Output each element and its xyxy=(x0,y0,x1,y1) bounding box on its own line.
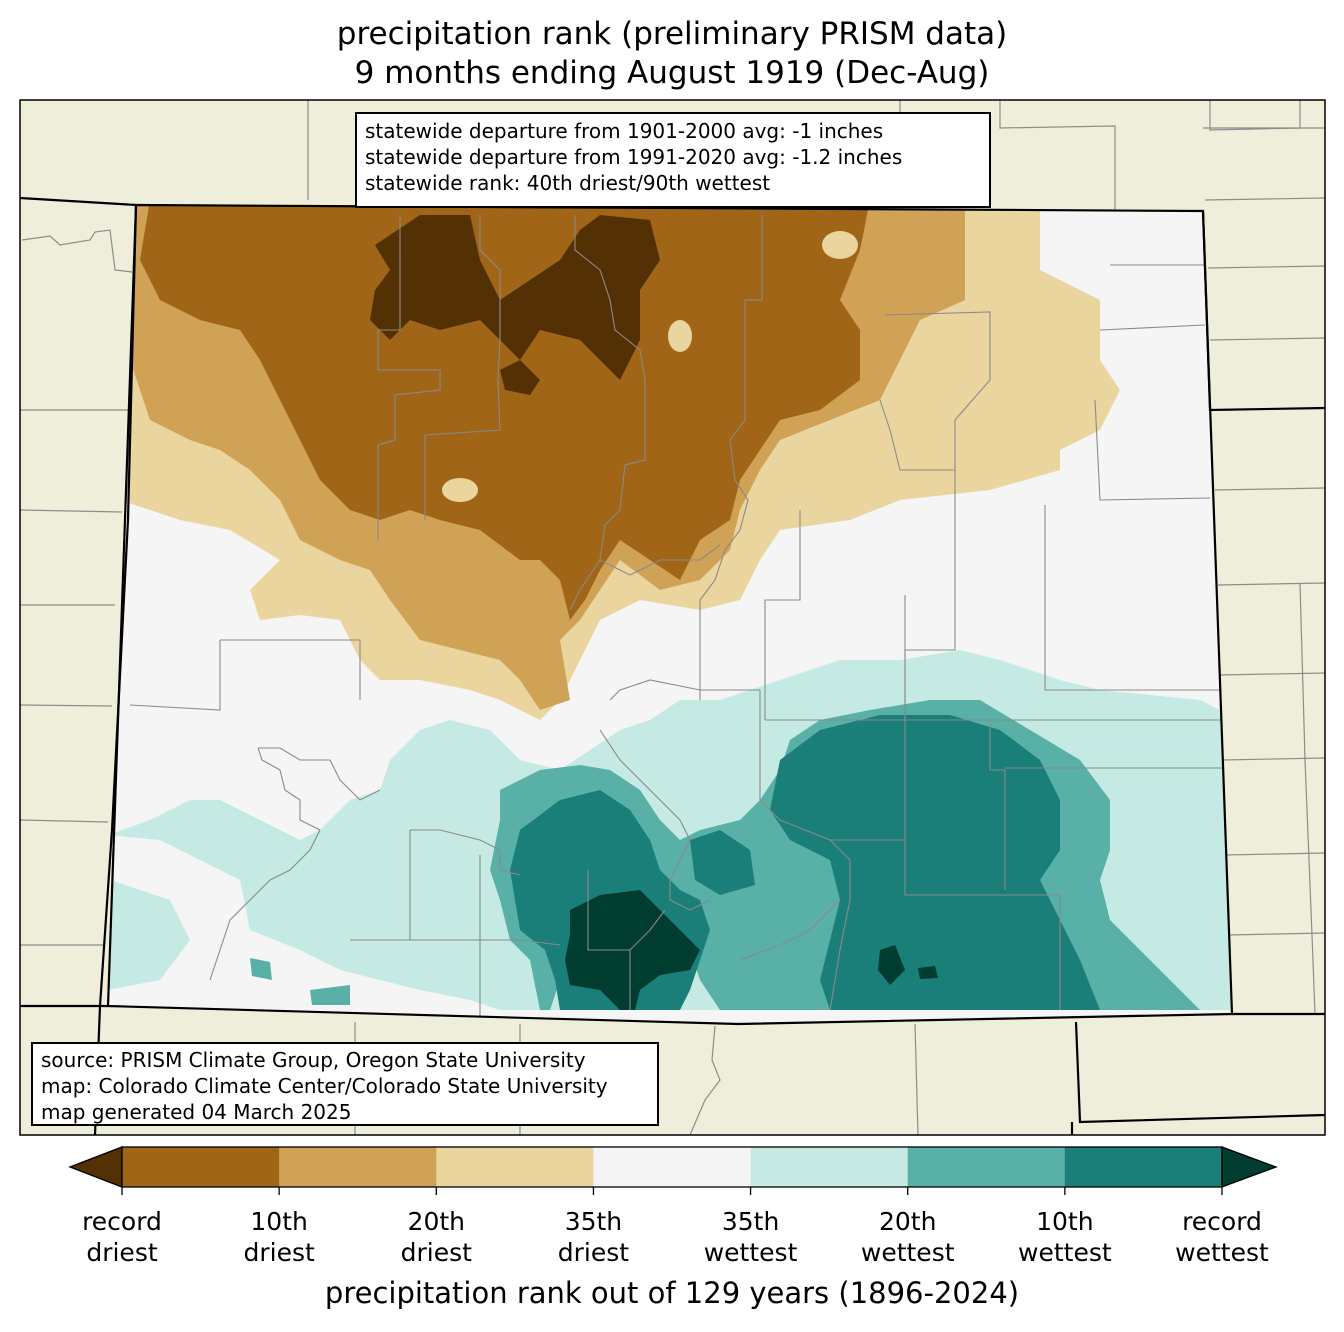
map-title-line2: 9 months ending August 1919 (Dec-Aug) xyxy=(354,55,990,91)
colorbar-label: 10th wettest xyxy=(1018,1207,1112,1267)
colorbar-segment xyxy=(279,1147,437,1187)
colorado-border xyxy=(106,203,1234,1026)
colorbar-segment xyxy=(907,1147,1066,1187)
rank-contours xyxy=(108,205,1232,1010)
colorbar-label: 20th wettest xyxy=(860,1207,955,1267)
colorbar-segments xyxy=(122,1147,1223,1187)
colorbar-ticks xyxy=(121,1187,1223,1195)
colorbar-segment xyxy=(122,1147,280,1187)
colorbar-label: record driest xyxy=(82,1207,162,1267)
colorbar-high-extension xyxy=(1221,1146,1278,1188)
source-credits-box: source: PRISM Climate Group, Oregon Stat… xyxy=(31,1042,659,1126)
colorbar xyxy=(68,1146,1278,1195)
colorbar-segment xyxy=(1064,1147,1223,1187)
colorbar-label: 10th driest xyxy=(243,1207,315,1267)
colorbar-segment xyxy=(750,1147,909,1187)
colorbar-segment xyxy=(436,1147,594,1187)
colorbar-label: 35th wettest xyxy=(703,1207,798,1267)
map-frame xyxy=(19,99,1326,1136)
colorbar-label: record wettest xyxy=(1175,1207,1269,1267)
colorbar-segment xyxy=(593,1147,752,1187)
statewide-stats-box: statewide departure from 1901-2000 avg: … xyxy=(355,112,991,208)
colorbar-outline xyxy=(121,1146,1223,1188)
stats-departure-1901-2000: statewide departure from 1901-2000 avg: … xyxy=(365,119,884,143)
source-credit: source: PRISM Climate Group, Oregon Stat… xyxy=(41,1048,586,1072)
state-borders xyxy=(20,196,1325,1135)
map-title-line1: precipitation rank (preliminary PRISM da… xyxy=(336,16,1008,52)
map-credit: map: Colorado Climate Center/Colorado St… xyxy=(41,1074,608,1098)
colorbar-label: 35th driest xyxy=(557,1207,630,1267)
colorbar-low-extension xyxy=(68,1146,123,1188)
colorbar-title: precipitation rank out of 129 years (189… xyxy=(324,1276,1020,1310)
county-lines xyxy=(129,215,1225,1020)
stats-statewide-rank: statewide rank: 40th driest/90th wettest xyxy=(365,171,771,195)
stats-departure-1991-2020: statewide departure from 1991-2020 avg: … xyxy=(365,145,903,169)
colorbar-label: 20th driest xyxy=(400,1207,472,1267)
map-generated-date: map generated 04 March 2025 xyxy=(41,1100,352,1124)
